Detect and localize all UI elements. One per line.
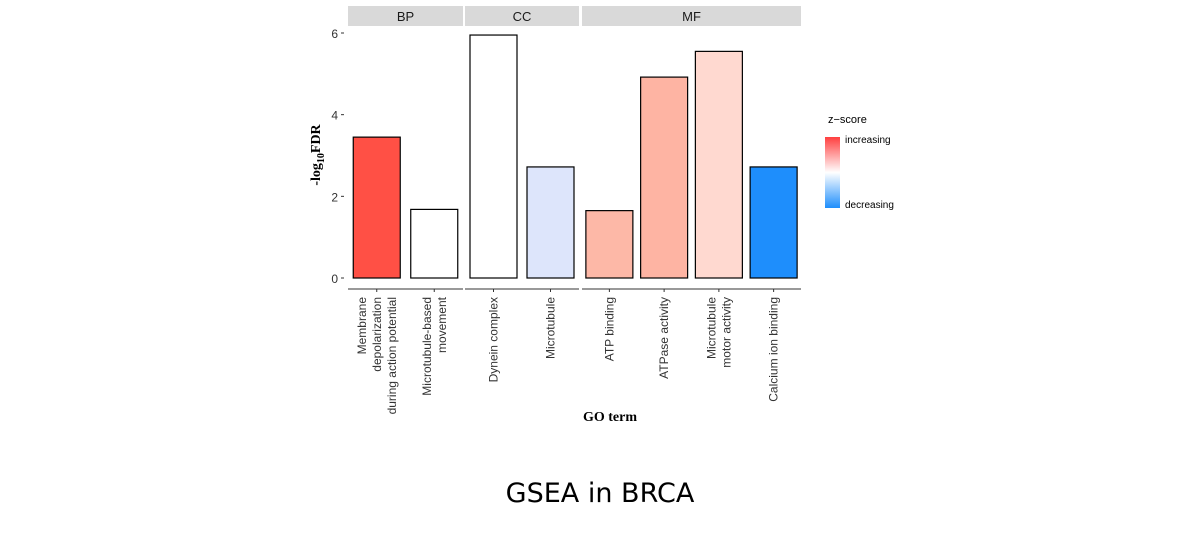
y-tick-label: 2 <box>331 190 338 204</box>
legend-title: z−score <box>828 114 867 126</box>
facet-label: BP <box>397 9 414 24</box>
x-tick-label: ATPase activity <box>657 297 671 379</box>
bar <box>694 50 743 279</box>
x-tick-label: Calcium ion binding <box>767 297 781 402</box>
x-tick-label: Microtubulemotor activity <box>704 297 733 368</box>
bar <box>352 136 401 279</box>
facet-strip <box>348 6 463 26</box>
y-tick-label: 6 <box>331 27 338 41</box>
facet-strip <box>582 6 801 26</box>
x-tick-label: ATP binding <box>602 297 616 361</box>
bar <box>469 34 518 279</box>
facet-label: MF <box>682 9 701 24</box>
figure-caption: GSEA in BRCA <box>505 478 695 509</box>
y-tick-label: 4 <box>331 109 338 123</box>
y-tick-label: 0 <box>331 272 338 286</box>
facet-strip <box>465 6 579 26</box>
bar <box>640 76 689 279</box>
x-tick-label: Microtubule-basedmovement <box>420 296 449 395</box>
bar <box>526 166 575 279</box>
y-axis-label: -log10FDR <box>309 123 327 185</box>
x-tick-label: Membranedepolarizationduring action pote… <box>355 297 399 415</box>
x-axis-label: GO term <box>583 410 637 425</box>
bar <box>749 166 798 279</box>
bar <box>410 208 459 279</box>
x-tick-label: Dynein complex <box>487 297 501 382</box>
legend-label-increasing: increasing <box>845 135 891 146</box>
chart: 0 2 4 6 -log10FDR BP Membranedepolarizationdur… <box>309 6 894 425</box>
legend-label-decreasing: decreasing <box>845 200 894 211</box>
legend-colorbar <box>825 137 840 208</box>
bar <box>585 210 634 279</box>
x-tick-label: Microtubule <box>544 297 558 359</box>
facet-label: CC <box>513 9 532 24</box>
